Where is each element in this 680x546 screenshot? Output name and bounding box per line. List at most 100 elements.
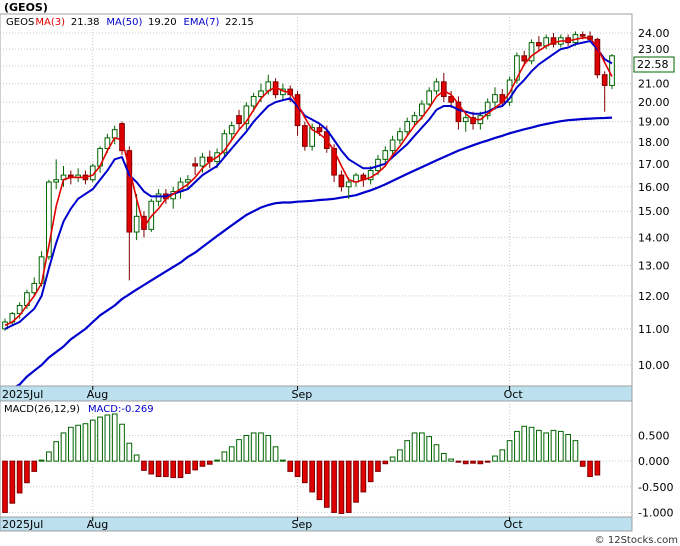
macd-bar (24, 460, 30, 484)
price-y-tick: 18.00 (638, 136, 670, 149)
macd-bar (397, 449, 403, 462)
macd-bar (579, 460, 586, 467)
candle (302, 121, 308, 151)
x-tick-label: Oct (504, 388, 524, 401)
macd-bar (543, 432, 550, 462)
macd-bar (250, 432, 257, 462)
macd-bar (411, 432, 418, 462)
x-tick-label: 2025Jul (2, 388, 43, 401)
candle (601, 71, 608, 112)
macd-bar (243, 435, 250, 462)
macd-bar (302, 460, 308, 484)
candle (184, 175, 191, 190)
candle (338, 170, 345, 192)
candle (382, 146, 389, 164)
price-y-tick: 11.00 (638, 323, 670, 336)
macd-bar (104, 414, 111, 462)
macd-bar (2, 460, 8, 513)
price-x-axis: 2025Jul Aug Sep Oct (2, 386, 523, 401)
candle (243, 102, 250, 130)
macd-bar (594, 460, 601, 476)
macd-bar (82, 423, 89, 462)
macd-bar (557, 430, 564, 462)
macd-bar (38, 459, 45, 462)
x-tick-label: Oct (504, 518, 524, 531)
legend-item: 19.20 (148, 17, 177, 28)
macd-bar (287, 460, 294, 472)
candle (440, 72, 447, 103)
candle (236, 109, 242, 130)
macd-bar (221, 451, 228, 462)
ma3-line (4, 36, 613, 327)
candle (397, 127, 403, 145)
candle (550, 33, 557, 48)
x-tick-label: Sep (292, 388, 313, 401)
macd-bar (280, 459, 286, 462)
candle (389, 135, 396, 158)
watermark: © 12Stocks.com (595, 535, 678, 546)
ema7-line (4, 40, 613, 330)
macd-bar (382, 460, 389, 465)
macd-bar (170, 460, 177, 479)
macd-bar (53, 441, 60, 462)
macd-legend-item: MACD:-0.269 (88, 404, 154, 415)
candle (594, 37, 601, 79)
candle (609, 54, 615, 90)
candle (470, 111, 476, 130)
price-y-tick: 19.00 (638, 116, 670, 129)
macd-bar (338, 460, 345, 514)
macd-bar (89, 419, 96, 462)
candle (192, 157, 198, 176)
macd-bar (9, 460, 16, 504)
price-gridlines (0, 14, 632, 386)
price-y-tick: 24.00 (638, 27, 670, 40)
macd-y-tick: -0.500 (638, 481, 673, 494)
macd-bar (536, 429, 542, 462)
macd-bar (294, 460, 301, 478)
macd-bar (192, 460, 198, 471)
macd-bar (550, 429, 557, 462)
macd-bar (16, 460, 23, 494)
candle (528, 39, 535, 65)
price-y-tick: 16.00 (638, 181, 670, 194)
macd-y-tick: 0.000 (638, 455, 670, 468)
candle (433, 78, 440, 95)
macd-bar (367, 460, 374, 483)
macd-bar (141, 460, 147, 471)
candle (119, 121, 125, 155)
macd-bar (528, 426, 535, 462)
ma50-line (4, 116, 613, 394)
macd-bar (155, 460, 162, 478)
macd-legend-item: MACD(26,12,9) (4, 404, 80, 415)
legend-item: MA(50) (106, 17, 142, 28)
macd-bar (521, 425, 528, 462)
macd-bar (184, 460, 191, 474)
price-y-tick: 13.00 (638, 260, 670, 273)
macd-bar (331, 460, 337, 513)
candle (221, 129, 228, 158)
price-y-tick: 20.00 (638, 96, 670, 109)
legend-item: EMA(7) (184, 17, 220, 28)
macd-bar (323, 460, 330, 508)
candle (462, 113, 469, 132)
x-tick-label: Aug (87, 388, 108, 401)
macd-bar (199, 460, 206, 467)
legend-item: 21.38 (71, 17, 100, 28)
macd-bar (360, 460, 367, 493)
macd-bar (265, 435, 272, 462)
macd-bar (470, 460, 476, 464)
macd-bar (353, 460, 359, 503)
macd-bar (462, 460, 469, 465)
candle (31, 277, 38, 296)
candle (426, 87, 433, 106)
macd-bar (499, 449, 506, 462)
price-y-tick: 21.00 (638, 78, 670, 91)
candle (345, 177, 352, 199)
macd-bar (565, 433, 571, 462)
candle (228, 121, 235, 140)
price-legend: GEOS MA(3) 21.38 MA(50) 19.20 EMA(7) 22.15 (6, 17, 254, 28)
last-price-label: 22.58 (637, 58, 669, 71)
macd-bar (477, 460, 484, 465)
